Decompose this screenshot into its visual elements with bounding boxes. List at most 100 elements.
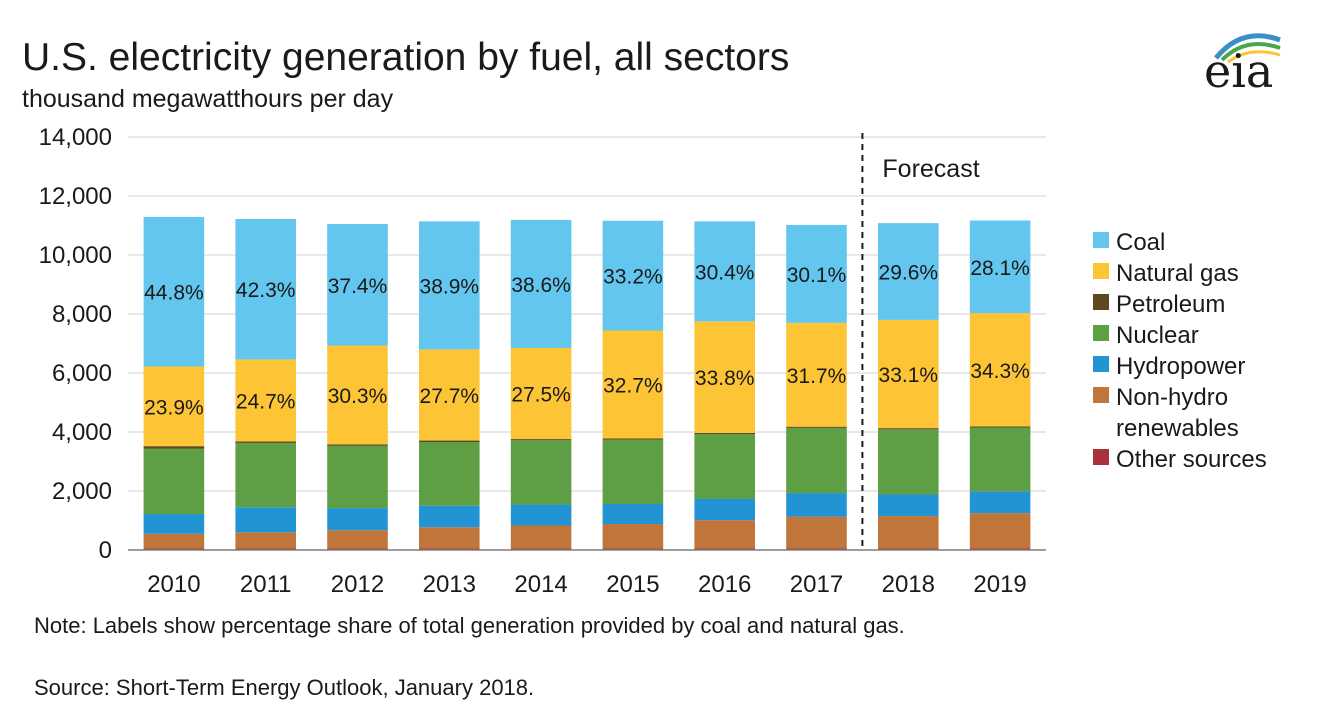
legend-label-natural-gas: Natural gas	[1116, 260, 1239, 287]
bar-natural-gas-2013	[419, 349, 480, 441]
bar-nuclear-2010	[143, 448, 205, 515]
legend-label-petroleum: Petroleum	[1116, 291, 1225, 318]
legend-swatch-nuclear	[1093, 325, 1109, 341]
x-tick-label: 2017	[790, 571, 843, 598]
data-label-coal-2011: 42.3%	[236, 279, 296, 302]
data-label-coal-2016: 30.4%	[695, 261, 755, 284]
bar-petroleum-2014	[510, 439, 572, 441]
bar-nuclear-2017	[786, 427, 847, 494]
bar-hydropower-2016	[694, 498, 755, 521]
bar-nuclear-2012	[327, 445, 388, 509]
bar-coal-2019	[969, 220, 1031, 314]
data-label-natural-gas-2013: 27.7%	[420, 385, 480, 408]
logo-text: eia	[1204, 44, 1274, 98]
logo-arcs-icon	[1214, 33, 1281, 64]
bar-petroleum-2010	[143, 446, 205, 449]
data-label-natural-gas-2017: 31.7%	[787, 365, 847, 388]
x-tick-label: 2014	[514, 571, 567, 598]
bar-coal-2017	[786, 224, 847, 323]
bar-nuclear-2015	[602, 439, 664, 504]
bar-hydropower-2014	[510, 504, 572, 526]
legend-swatch-natural-gas	[1093, 263, 1109, 279]
data-label-coal-2014: 38.6%	[511, 274, 571, 297]
bar-petroleum-2011	[235, 441, 296, 443]
bar-nuclear-2014	[510, 440, 572, 505]
data-label-coal-2017: 30.1%	[787, 264, 847, 287]
data-label-coal-2012: 37.4%	[328, 275, 388, 298]
y-tick-label: 8,000	[52, 301, 112, 328]
data-label-natural-gas-2015: 32.7%	[603, 375, 663, 398]
bar-coal-2013	[419, 221, 480, 350]
chart-subtitle: thousand megawatthours per day	[22, 85, 394, 113]
chart-title: U.S. electricity generation by fuel, all…	[22, 36, 790, 79]
x-tick-label: 2018	[882, 571, 935, 598]
y-tick-label: 12,000	[39, 183, 112, 210]
data-label-coal-2019: 28.1%	[970, 257, 1030, 280]
bar-petroleum-2018	[878, 428, 939, 430]
bar-natural-gas-2017	[786, 322, 847, 427]
data-label-natural-gas-2010: 23.9%	[144, 396, 204, 419]
stacked-bar-chart: 02,0004,0006,0008,00010,00012,00014,000 …	[39, 124, 1267, 598]
x-tick-label: 2013	[423, 571, 476, 598]
bar-hydropower-2010	[143, 514, 205, 534]
data-label-coal-2013: 38.9%	[420, 275, 480, 298]
bar-natural-gas-2018	[878, 319, 939, 429]
bar-coal-2011	[235, 219, 296, 360]
data-label-natural-gas-2018: 33.1%	[879, 364, 939, 387]
bar-hydropower-2019	[969, 491, 1031, 514]
bar-hydropower-2017	[786, 493, 847, 517]
bar-coal-2012	[327, 224, 388, 346]
bar-coal-2010	[143, 216, 205, 367]
bar-non-hydro-renewables-2017	[786, 516, 847, 549]
bar-coal-2016	[694, 221, 755, 322]
legend-label-coal: Coal	[1116, 229, 1165, 256]
bar-nuclear-2018	[878, 429, 939, 495]
data-label-natural-gas-2019: 34.3%	[970, 360, 1030, 383]
bar-non-hydro-renewables-2015	[602, 524, 664, 549]
y-tick-label: 4,000	[52, 419, 112, 446]
bar-petroleum-2017	[786, 426, 847, 428]
bar-nuclear-2019	[969, 427, 1031, 492]
bar-coal-2014	[510, 219, 572, 348]
y-tick-label: 0	[99, 537, 112, 564]
bar-natural-gas-2014	[510, 347, 572, 440]
y-tick-label: 6,000	[52, 360, 112, 387]
data-label-coal-2010: 44.8%	[144, 282, 204, 305]
data-label-natural-gas-2016: 33.8%	[695, 367, 755, 390]
legend-swatch-hydropower	[1093, 356, 1109, 372]
bar-petroleum-2019	[969, 426, 1031, 428]
bar-natural-gas-2019	[969, 313, 1031, 427]
bar-non-hydro-renewables-2014	[510, 525, 572, 549]
forecast-label: Forecast	[882, 155, 979, 183]
bar-non-hydro-renewables-2016	[694, 520, 755, 549]
data-label-natural-gas-2012: 30.3%	[328, 385, 388, 408]
chart-source: Source: Short-Term Energy Outlook, Janua…	[34, 675, 535, 700]
bar-petroleum-2015	[602, 438, 664, 440]
bar-coal-2015	[602, 220, 664, 331]
chart-note: Note: Labels show percentage share of to…	[34, 613, 905, 638]
legend-swatch-non-hydro-renewables	[1093, 387, 1109, 403]
bar-nuclear-2011	[235, 442, 296, 508]
data-label-coal-2015: 33.2%	[603, 266, 663, 289]
bar-non-hydro-renewables-2011	[235, 532, 296, 549]
legend-swatch-coal	[1093, 232, 1109, 248]
bar-hydropower-2012	[327, 508, 388, 531]
bar-hydropower-2011	[235, 507, 296, 533]
eia-logo: eia	[1196, 24, 1292, 104]
bar-non-hydro-renewables-2018	[878, 516, 939, 549]
legend-label-non-hydro-renewables: Non-hydro	[1116, 384, 1228, 411]
bar-natural-gas-2015	[602, 330, 664, 439]
bar-hydropower-2013	[419, 505, 480, 528]
bar-nuclear-2013	[419, 442, 480, 506]
legend-label-other-sources: Other sources	[1116, 446, 1267, 473]
x-tick-label: 2011	[240, 571, 292, 598]
bar-nuclear-2016	[694, 434, 755, 499]
bar-natural-gas-2012	[327, 345, 388, 445]
legend-label-nuclear: Nuclear	[1116, 322, 1199, 349]
bar-natural-gas-2010	[143, 366, 205, 447]
bar-hydropower-2018	[878, 494, 939, 517]
x-tick-label: 2016	[698, 571, 751, 598]
legend-swatch-other-sources	[1093, 449, 1109, 465]
legend-label-hydropower: Hydropower	[1116, 353, 1245, 380]
bar-non-hydro-renewables-2013	[419, 527, 480, 549]
